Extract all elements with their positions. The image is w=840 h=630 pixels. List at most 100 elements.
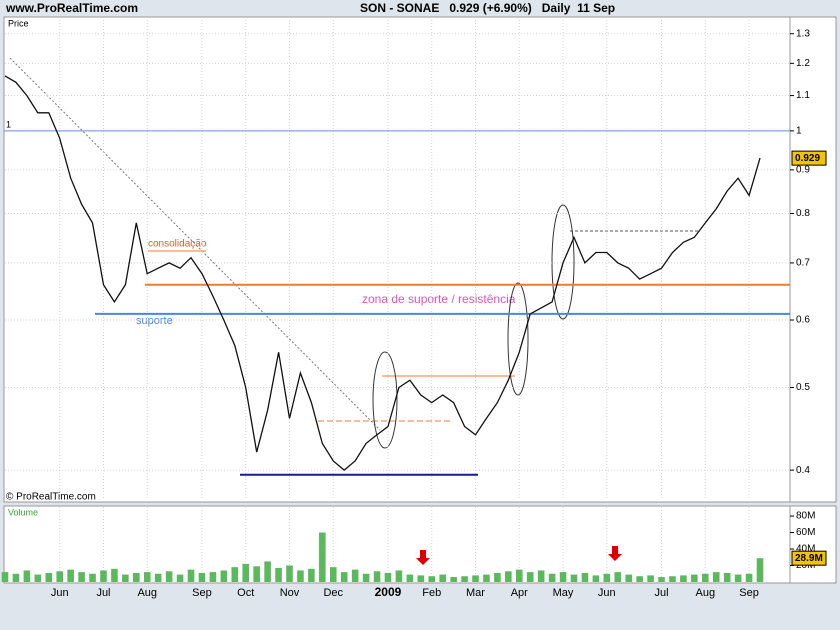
volume-bar: [603, 573, 611, 582]
price-line: [4, 75, 761, 471]
volume-bar: [187, 569, 195, 582]
volume-bar: [209, 572, 217, 582]
volume-bar: [198, 572, 206, 582]
volume-bar: [658, 577, 665, 582]
volume-bar: [428, 576, 436, 582]
arrow: [608, 546, 622, 561]
y-tick-label: 0.7: [796, 258, 810, 269]
y-tick-label: 0.5: [796, 382, 810, 393]
volume-bar: [329, 567, 337, 582]
volume-bar: [1, 572, 9, 582]
volume-bar: [723, 572, 731, 582]
x-tick-label: Dec: [323, 587, 343, 599]
volume-bar: [494, 572, 501, 582]
volume-bar: [712, 572, 720, 582]
last-price-box: [791, 150, 827, 166]
y-tick-label: 0.8: [796, 208, 810, 219]
volume-bar: [286, 565, 293, 582]
x-tick-label: Jun: [598, 587, 616, 599]
chart-title: SON - SONAE 0.929 (+6.90%) Daily 11 Sep: [360, 1, 615, 15]
y-tick-label: 60M: [796, 527, 815, 538]
volume-bar: [319, 532, 326, 582]
volume-bar: [647, 575, 654, 582]
volume-bar: [362, 573, 370, 582]
volume-bar: [417, 575, 425, 582]
volume-bar: [133, 572, 140, 582]
volume-bar: [340, 572, 348, 582]
volume-bar: [515, 569, 523, 582]
volume-bar: [614, 572, 622, 582]
y-tick-label: 1: [796, 125, 802, 136]
highlight: [372, 351, 398, 449]
y-tick-label: 1.2: [796, 58, 810, 69]
volume-bar: [483, 574, 490, 582]
y-tick-label: 0.6: [796, 315, 810, 326]
highlight: [551, 204, 575, 320]
x-tick-label: May: [553, 587, 574, 599]
x-tick-label: Jul: [654, 587, 668, 599]
annotation: 1: [6, 119, 11, 129]
volume-bar: [12, 573, 20, 582]
highlight: [507, 282, 529, 396]
volume-panel: [3, 505, 791, 584]
volume-bar: [89, 573, 96, 582]
volume-bar: [505, 571, 512, 582]
volume-bar: [680, 575, 687, 582]
site: www.ProRealTime.com: [5, 1, 138, 15]
volume-bar: [745, 573, 753, 582]
volume-bar: [56, 571, 63, 582]
volume-bar: [472, 575, 479, 582]
price-label: Price: [8, 18, 29, 28]
x-tick-label: 2009: [375, 585, 402, 599]
volume-bar: [592, 575, 600, 582]
y-tick-label: 0.9: [796, 165, 810, 176]
volume-bar: [78, 572, 85, 582]
volume-bar: [34, 574, 42, 582]
volume-bar: [570, 574, 578, 582]
volume-bar: [439, 574, 446, 582]
volume-bar: [351, 569, 359, 582]
price-axis-panel: [789, 16, 837, 503]
volume-label: Volume: [8, 507, 38, 517]
volume-bar: [406, 574, 414, 582]
volume-bar: [308, 568, 315, 582]
volume-bar: [395, 570, 403, 582]
volume-bar: [625, 574, 632, 582]
price-panel: [3, 16, 791, 503]
x-tick-label: Nov: [280, 587, 300, 599]
last-volume-label: 28.9M: [795, 553, 823, 564]
volume-bar: [702, 573, 709, 582]
volume-bar: [297, 570, 304, 582]
volume-bar: [275, 567, 282, 582]
x-tick-label: Sep: [192, 587, 212, 599]
copyright: © ProRealTime.com: [6, 492, 96, 503]
volume-bar: [756, 558, 764, 582]
volume-bar: [220, 570, 228, 582]
volume-bar: [253, 566, 260, 582]
arrow: [416, 550, 430, 565]
last-volume-box: [791, 550, 827, 566]
x-tick-label: Aug: [696, 587, 716, 599]
y-tick-label: 1.3: [796, 28, 810, 39]
volume-bar: [526, 572, 534, 582]
trend-line: [9, 57, 381, 431]
volume-bar: [45, 572, 53, 582]
annotation: suporte: [136, 315, 173, 327]
volume-bar: [23, 570, 31, 582]
y-tick-label: 40M: [796, 544, 815, 555]
x-tick-label: Jul: [96, 587, 110, 599]
volume-bar: [154, 573, 162, 582]
volume-bar: [636, 576, 643, 582]
volume-bar: [100, 570, 107, 582]
y-tick-label: 80M: [796, 511, 815, 522]
annotation: zona de suporte / resistência: [362, 292, 516, 306]
volume-bar: [384, 572, 392, 582]
volume-bar: [122, 574, 129, 582]
volume-bar: [461, 576, 468, 582]
volume-bar: [165, 571, 173, 582]
volume-bar: [176, 574, 184, 582]
volume-axis-panel: [789, 505, 837, 584]
y-tick-label: 0.4: [796, 465, 810, 476]
x-tick-label: Aug: [137, 587, 157, 599]
